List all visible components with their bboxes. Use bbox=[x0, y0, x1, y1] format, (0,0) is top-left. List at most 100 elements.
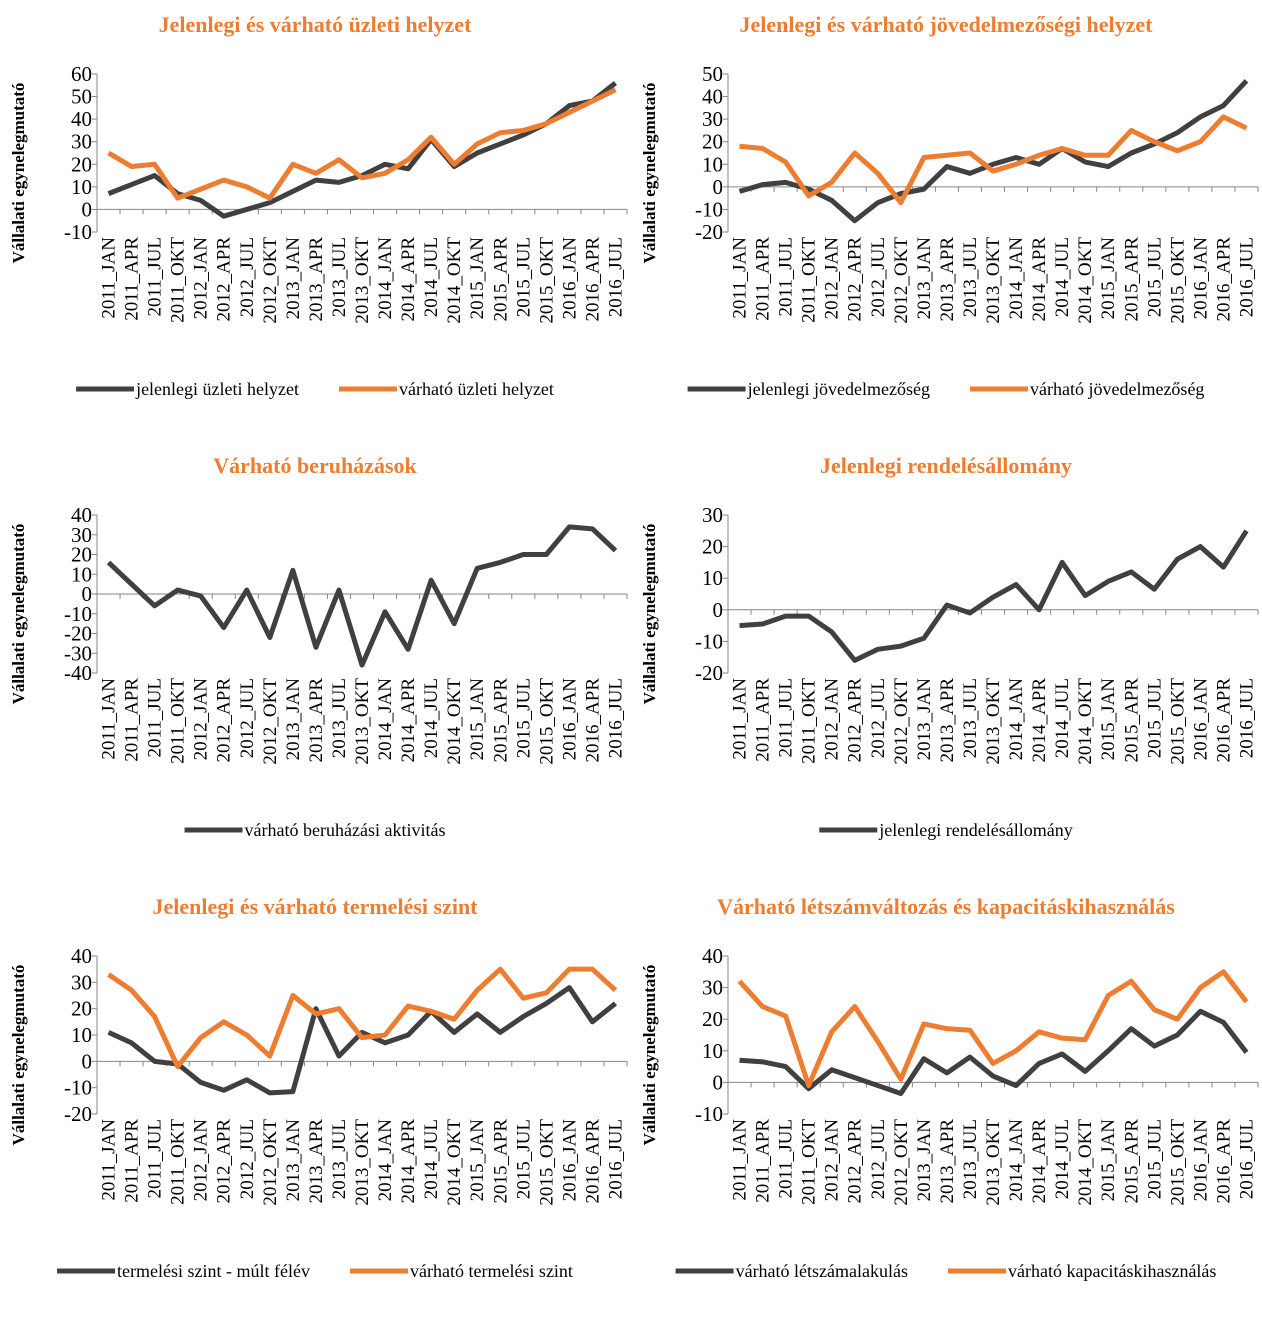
x-tick-label: 2013_OKT bbox=[983, 678, 1004, 765]
y-tick-label: 0 bbox=[713, 175, 724, 199]
x-tick-label: 2015_APR bbox=[490, 1119, 511, 1204]
data-line bbox=[739, 529, 1249, 663]
y-tick-label: 20 bbox=[702, 1007, 723, 1031]
y-axis-label: Vállalati egynelegmutató bbox=[640, 524, 659, 705]
data-line bbox=[739, 114, 1248, 206]
y-tick-label: 20 bbox=[702, 130, 723, 154]
data-line bbox=[737, 969, 1249, 1089]
legend-item: várható jövedelmezőség bbox=[970, 379, 1204, 399]
y-axis-label: Vállalati egynelegmutató bbox=[9, 965, 28, 1146]
x-tick-label: 2014_JUL bbox=[1052, 678, 1073, 758]
chart-title: Várható létszámváltozás és kapacitáskiha… bbox=[717, 894, 1175, 919]
x-tick-label: 2015_APR bbox=[1121, 1119, 1142, 1204]
legend-item: várható termelési szint bbox=[349, 1261, 573, 1281]
x-tick-label: 2014_JUL bbox=[421, 678, 442, 758]
x-tick-label: 2014_OKT bbox=[444, 1119, 465, 1206]
x-tick-label: 2011_APR bbox=[753, 1119, 774, 1203]
x-tick-label: 2013_JAN bbox=[283, 1119, 304, 1202]
chart-title: Jelenlegi rendelésállomány bbox=[820, 453, 1072, 478]
y-tick-label: -10 bbox=[695, 1102, 723, 1126]
legend-item: jelenlegi rendelésállomány bbox=[819, 820, 1073, 840]
x-tick-label: 2014_APR bbox=[398, 237, 419, 322]
x-tick-label: 2014_JAN bbox=[375, 237, 396, 320]
x-tick-label: 2016_JUL bbox=[605, 237, 626, 317]
y-axis-label: Vállalati egynelegmutató bbox=[9, 524, 28, 705]
x-tick-label: 2013_JUL bbox=[960, 1119, 981, 1199]
x-tick-label: 2015_APR bbox=[490, 678, 511, 763]
y-tick-label: 30 bbox=[702, 976, 723, 1000]
legend: várható létszámalakulás várható kapacitás… bbox=[675, 1261, 1216, 1281]
x-tick-label: 2011_OKT bbox=[168, 678, 189, 764]
y-tick-label: -30 bbox=[64, 641, 92, 665]
x-tick-label: 2013_JAN bbox=[283, 237, 304, 320]
y-tick-label: -10 bbox=[695, 197, 723, 221]
legend: jelenlegi jövedelmezőség várható jövedelm… bbox=[687, 379, 1204, 399]
x-tick-label: 2011_JAN bbox=[730, 237, 751, 319]
y-tick-label: 40 bbox=[71, 503, 92, 527]
legend-label: várható kapacitáskihasználás bbox=[1008, 1261, 1216, 1281]
x-tick-label: 2013_OKT bbox=[983, 237, 1004, 324]
x-tick-label: 2013_APR bbox=[306, 1119, 327, 1204]
x-tick-label: 2013_JAN bbox=[914, 237, 935, 320]
data-line bbox=[107, 966, 618, 1070]
data-line bbox=[107, 985, 618, 1096]
x-tick-label: 2015_APR bbox=[1121, 678, 1142, 763]
x-tick-label: 2016_APR bbox=[1213, 237, 1234, 322]
y-tick-label: -10 bbox=[64, 602, 92, 626]
x-tick-label: 2012_JUL bbox=[868, 237, 889, 317]
y-axis-label: Vállalati egynelegmutató bbox=[640, 965, 659, 1146]
x-tick-label: 2013_APR bbox=[937, 1119, 958, 1204]
y-tick-label: 10 bbox=[71, 1023, 92, 1047]
x-tick-label: 2014_JUL bbox=[1052, 1119, 1073, 1199]
x-tick-label: 2014_APR bbox=[398, 678, 419, 763]
legend-label: jelenlegi jövedelmezőség bbox=[747, 379, 930, 399]
x-tick-label: 2014_OKT bbox=[1075, 237, 1096, 324]
y-tick-label: 10 bbox=[71, 175, 92, 199]
legend-label: jelenlegi üzleti helyzet bbox=[135, 379, 299, 399]
chart-title: Várható beruházások bbox=[213, 453, 417, 478]
x-tick-label: 2011_APR bbox=[122, 237, 143, 321]
y-tick-label: 20 bbox=[71, 997, 92, 1021]
x-tick-label: 2013_JUL bbox=[329, 678, 350, 758]
y-axis-label: Vállalati egynelegmutató bbox=[640, 83, 659, 264]
x-tick-label: 2012_APR bbox=[214, 237, 235, 322]
data-line bbox=[739, 1008, 1249, 1096]
x-tick-label: 2014_APR bbox=[1029, 1119, 1050, 1204]
x-tick-label: 2016_JUL bbox=[605, 678, 626, 758]
x-tick-label: 2011_JUL bbox=[145, 237, 166, 317]
x-tick-label: 2016_JUL bbox=[1236, 678, 1257, 758]
y-tick-label: -10 bbox=[695, 629, 723, 653]
x-tick-label: 2011_JUL bbox=[776, 1119, 797, 1199]
legend: termelési szint - múlt félév várható term… bbox=[57, 1261, 573, 1281]
y-tick-label: 30 bbox=[702, 107, 723, 131]
x-tick-label: 2014_APR bbox=[398, 1119, 419, 1204]
x-tick-label: 2012_APR bbox=[214, 678, 235, 763]
data-line bbox=[107, 87, 617, 201]
x-tick-label: 2016_JUL bbox=[605, 1119, 626, 1199]
x-tick-label: 2011_APR bbox=[753, 678, 774, 762]
x-tick-label: 2011_JAN bbox=[730, 678, 751, 760]
y-tick-label: 40 bbox=[71, 944, 92, 968]
legend-label: várható beruházási aktivitás bbox=[245, 820, 446, 840]
x-tick-label: 2012_OKT bbox=[891, 1119, 912, 1206]
x-tick-label: 2012_JUL bbox=[868, 678, 889, 758]
x-tick-label: 2015_JAN bbox=[1098, 237, 1119, 320]
x-tick-label: 2014_JAN bbox=[1006, 678, 1027, 761]
x-tick-label: 2011_OKT bbox=[799, 1119, 820, 1205]
y-tick-label: 40 bbox=[702, 85, 723, 109]
x-tick-label: 2011_OKT bbox=[168, 237, 189, 323]
x-tick-label: 2011_APR bbox=[122, 1119, 143, 1203]
x-tick-label: 2013_OKT bbox=[352, 1119, 373, 1206]
x-tick-label: 2012_JUL bbox=[868, 1119, 889, 1199]
legend-item: várható létszámalakulás bbox=[675, 1261, 908, 1281]
legend-label: várható létszámalakulás bbox=[736, 1261, 908, 1281]
x-tick-label: 2015_JUL bbox=[513, 1119, 534, 1199]
x-tick-label: 2012_OKT bbox=[260, 237, 281, 324]
x-tick-label: 2015_JAN bbox=[467, 1119, 488, 1202]
x-tick-label: 2011_JUL bbox=[145, 1119, 166, 1199]
x-tick-label: 2014_JAN bbox=[1006, 237, 1027, 320]
x-tick-label: 2014_JAN bbox=[375, 678, 396, 761]
x-tick-label: 2016_APR bbox=[1213, 1119, 1234, 1204]
x-tick-label: 2015_OKT bbox=[1167, 678, 1188, 765]
x-tick-label: 2013_JUL bbox=[960, 237, 981, 317]
